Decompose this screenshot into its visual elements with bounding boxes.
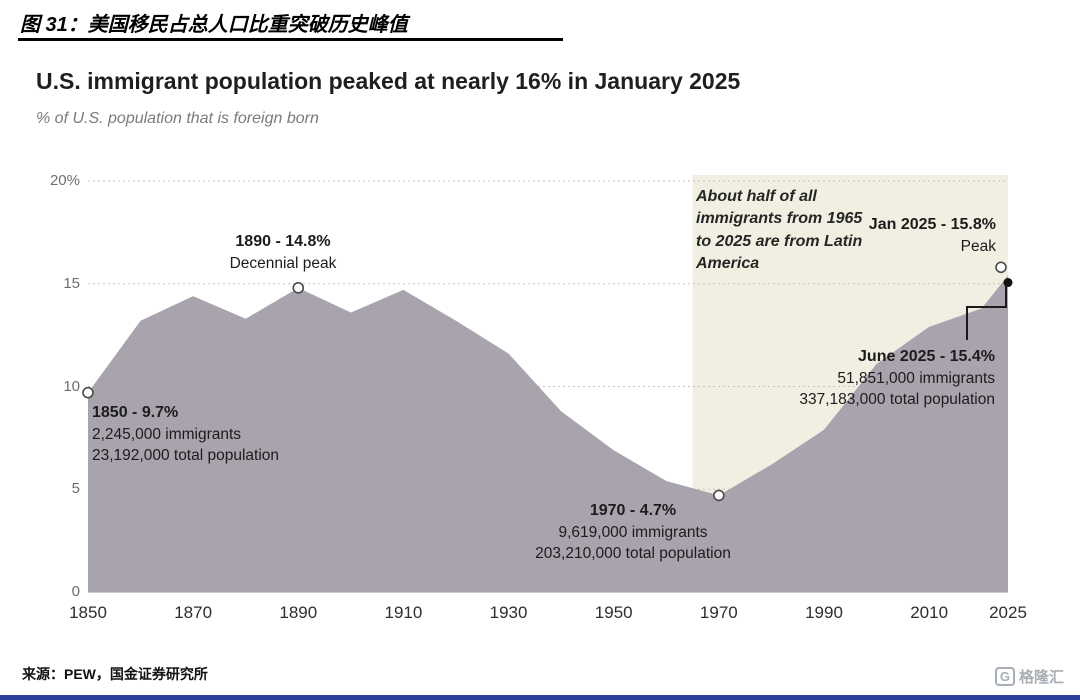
annotation-june-2025: June 2025 - 15.4% 51,851,000 immigrants … <box>799 346 995 411</box>
annotation-june-2025-population: 337,183,000 total population <box>799 391 995 409</box>
logo-text: 格隆汇 <box>1018 669 1064 686</box>
y-tick-label: 10 <box>63 377 80 395</box>
y-tick-label: 0 <box>71 583 80 600</box>
x-tick-label: 1870 <box>174 603 213 622</box>
x-tick-label: 2025 <box>989 603 1027 622</box>
x-tick-label: 1950 <box>594 603 633 622</box>
immigrant-share-area <box>88 275 1008 592</box>
x-tick-label: 1990 <box>805 603 843 622</box>
x-tick-label: 2010 <box>910 603 949 622</box>
annotation-1970-population: 203,210,000 total population <box>535 545 731 563</box>
annotation-latin-america: About half of all immigrants from 1965 t… <box>696 188 863 273</box>
caption-underline <box>18 38 563 41</box>
y-tick-label: 20% <box>49 172 80 189</box>
chart-title: U.S. immigrant population peaked at near… <box>36 68 741 94</box>
annotation-1850-immigrants: 2,245,000 immigrants <box>92 426 242 444</box>
x-tick-label: 1850 <box>69 603 107 622</box>
y-tick-label: 5 <box>71 480 80 498</box>
data-point-open <box>995 261 1007 274</box>
data-point-open <box>292 282 305 294</box>
data-point-open <box>82 386 94 399</box>
annotation-jan-2025-sub: Peak <box>960 238 996 256</box>
annotation-june-2025-immigrants: 51,851,000 immigrants <box>837 370 995 388</box>
x-tick-label: 1930 <box>489 603 528 622</box>
y-tick-label: 15 <box>63 274 80 292</box>
annotation-1970-title: 1970 - 4.7% <box>589 502 677 519</box>
annotation-jan-2025-title: Jan 2025 - 15.8% <box>868 216 996 233</box>
x-tick-label: 1910 <box>384 603 423 622</box>
data-point-open <box>713 489 725 502</box>
chart-subtitle: % of U.S. population that is foreign bor… <box>36 110 319 127</box>
source-note: 来源：PEW，国金证券研究所 <box>22 666 208 682</box>
annotation-1850-title: 1850 - 9.7% <box>92 404 179 421</box>
data-point-filled <box>1003 278 1013 288</box>
annotation-jan-2025: Jan 2025 - 15.8% Peak <box>869 214 996 257</box>
annotation-1970: 1970 - 4.7% 9,619,000 immigrants 203,210… <box>478 500 788 565</box>
annotation-1890-title: 1890 - 14.8% <box>235 233 331 250</box>
annotation-1970-immigrants: 9,619,000 immigrants <box>558 524 708 542</box>
x-tick-label: 1890 <box>279 603 318 622</box>
annotation-1890-sub: Decennial peak <box>229 255 337 273</box>
annotation-june-2025-title: June 2025 - 15.4% <box>858 348 995 365</box>
annotation-1890-peak: 1890 - 14.8% Decennial peak <box>178 231 388 274</box>
logo-g-icon: G <box>994 667 1015 686</box>
gelonghui-logo: G 格隆汇 <box>994 666 1064 687</box>
bottom-accent-bar <box>0 695 1080 700</box>
annotation-1850: 1850 - 9.7% 2,245,000 immigrants 23,192,… <box>92 402 279 467</box>
annotation-1850-population: 23,192,000 total population <box>92 447 280 465</box>
figure-caption: 图 31：美国移民占总人口比重突破历史峰值 <box>20 14 408 36</box>
x-tick-label: 1970 <box>699 603 738 622</box>
june-2025-connector <box>966 282 1007 340</box>
